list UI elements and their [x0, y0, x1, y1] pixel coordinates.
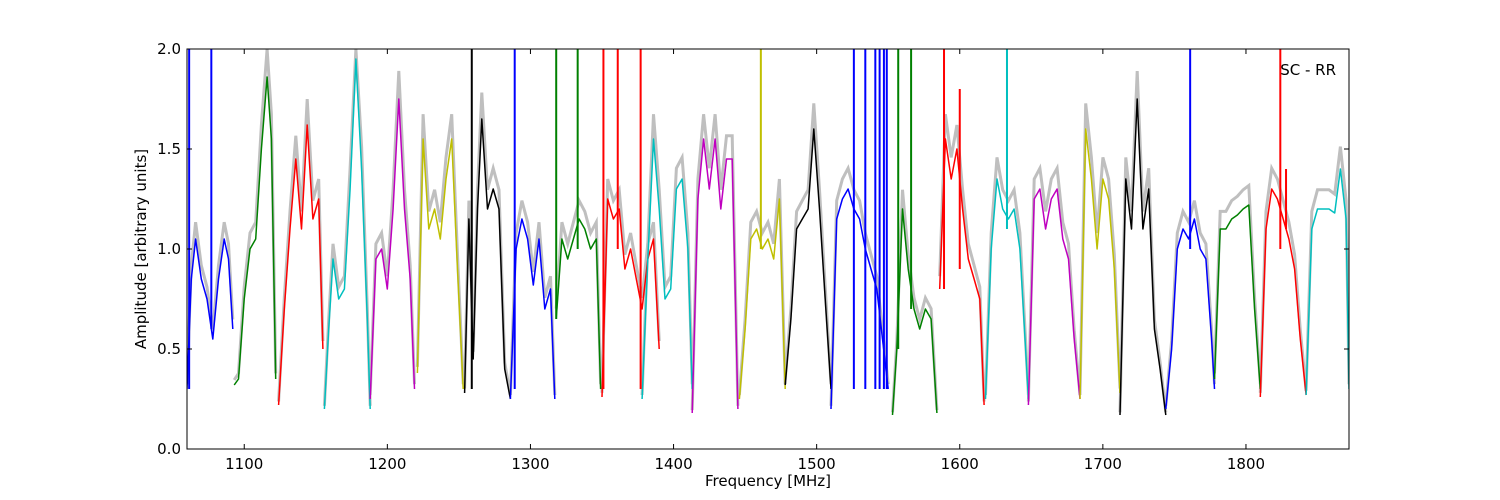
series-line-20	[1119, 98, 1167, 416]
series-line-4	[369, 98, 416, 400]
series-line-11	[691, 138, 739, 414]
background-series-16	[938, 114, 986, 402]
y-tick-label: 1.0	[157, 240, 181, 258]
series-line-3	[323, 58, 371, 410]
series-line-23	[1259, 188, 1307, 398]
series-line-9	[601, 198, 660, 398]
series-line-8	[555, 218, 602, 390]
series-layer	[187, 49, 1349, 416]
series-line-13	[784, 128, 832, 390]
series-line-5	[416, 138, 464, 390]
x-axis-ticks: 1100 1200 1300 1400 1500 1600 1700 1800	[225, 49, 1265, 473]
background-series-12	[737, 178, 787, 396]
background-series-24	[1304, 146, 1349, 391]
background-series-0	[187, 221, 235, 385]
series-line-1	[233, 76, 277, 386]
background-series-23	[1258, 163, 1308, 393]
series-line-18	[1027, 188, 1081, 406]
background-series-4	[368, 70, 416, 396]
background-series-11	[690, 114, 740, 411]
y-axis-ticks: 0.0 0.5 1.0 1.5 2.0	[157, 40, 1349, 458]
plot-annotation: SC - RR	[1280, 61, 1336, 79]
series-line-7	[509, 218, 556, 400]
series-line-22	[1213, 204, 1262, 390]
series-line-10	[641, 138, 693, 400]
y-tick-label: 1.5	[157, 140, 181, 158]
x-tick-label: 1200	[368, 455, 406, 473]
series-line-24	[1305, 168, 1349, 396]
x-tick-label: 1600	[941, 455, 979, 473]
series-line-16	[938, 138, 985, 406]
y-axis-label: Amplitude [arbitrary units]	[132, 149, 150, 349]
x-tick-label: 1700	[1084, 455, 1122, 473]
x-tick-label: 1100	[225, 455, 263, 473]
background-series-2	[277, 99, 325, 402]
series-line-21	[1165, 218, 1216, 410]
y-tick-label: 0.0	[157, 440, 181, 458]
background-series-1	[232, 49, 278, 381]
x-tick-label: 1400	[654, 455, 692, 473]
plot-frame	[186, 48, 1350, 450]
background-series-20	[1118, 70, 1168, 413]
series-line-0	[187, 238, 234, 390]
background-series-10	[640, 114, 694, 396]
background-series-18	[1026, 163, 1082, 402]
background-series-8	[554, 196, 603, 385]
x-axis-label: Frequency [MHz]	[705, 472, 831, 490]
background-series-5	[415, 114, 465, 385]
x-tick-label: 1800	[1227, 455, 1265, 473]
series-line-2	[277, 124, 324, 406]
x-tick-label: 1300	[511, 455, 549, 473]
background-series-7	[508, 200, 557, 396]
background-series-22	[1213, 182, 1262, 385]
background-series-9	[600, 178, 661, 393]
series-line-12	[738, 198, 786, 400]
series-line-17	[984, 178, 1030, 400]
series-line-19	[1079, 128, 1121, 400]
x-tick-label: 1500	[798, 455, 836, 473]
background-series-19	[1078, 103, 1122, 396]
y-tick-label: 2.0	[157, 40, 181, 58]
y-tick-label: 0.5	[157, 340, 181, 358]
background-series-13	[783, 103, 833, 385]
